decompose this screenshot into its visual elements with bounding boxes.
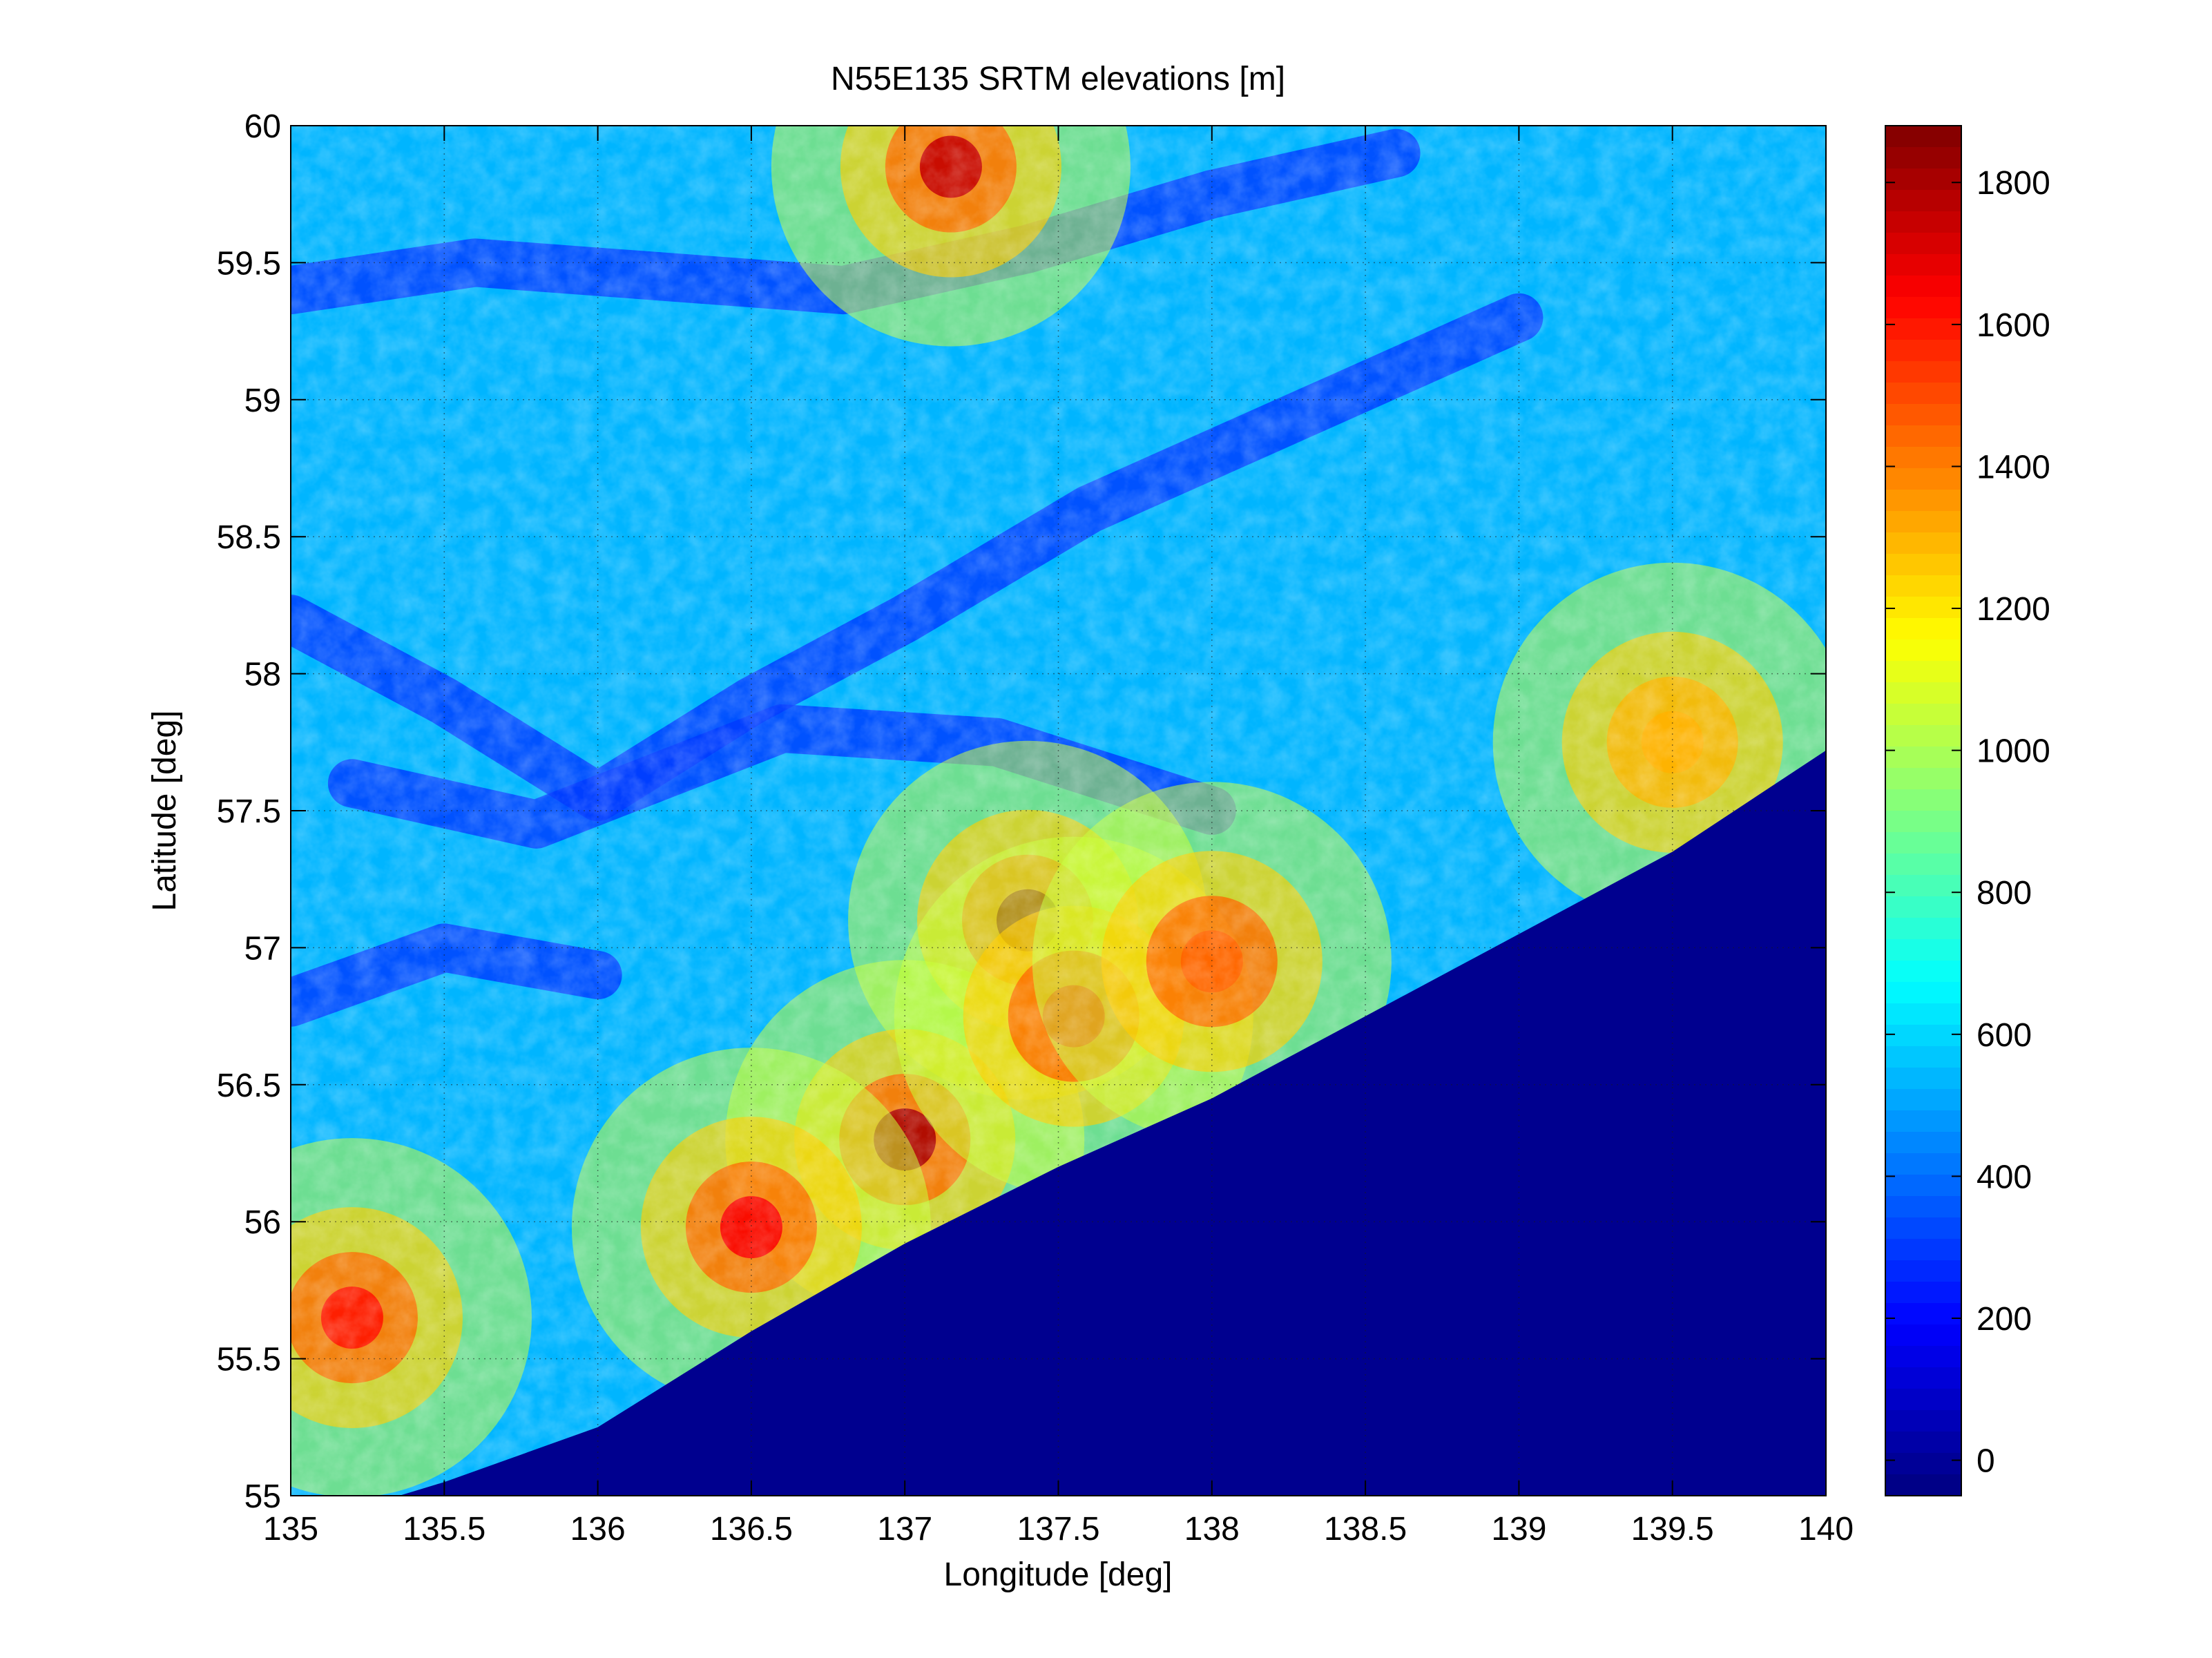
y-tick-label-3: 56.5 [217, 1068, 281, 1104]
x-tick-label-6: 138 [1184, 1511, 1240, 1548]
y-axis-label: Latitude [deg] [146, 711, 183, 912]
x-tick-label-8: 139 [1491, 1511, 1546, 1548]
x-tick-label-0: 135 [263, 1511, 318, 1548]
y-tick-label-9: 59.5 [217, 245, 281, 282]
cbar-tick-label-3: 600 [1977, 1017, 2032, 1054]
x-tick-label-9: 139.5 [1631, 1511, 1714, 1548]
x-tick-label-3: 136.5 [710, 1511, 793, 1548]
cbar-tick-label-5: 1000 [1977, 733, 2050, 770]
cbar-tick-label-7: 1400 [1977, 449, 2050, 485]
x-tick-label-10: 140 [1798, 1511, 1854, 1548]
x-tick-label-2: 136 [570, 1511, 626, 1548]
chart-title: N55E135 SRTM elevations [m] [831, 61, 1285, 97]
y-axis-ticks: 55 55.5 56 56.5 57 57.5 58 58.5 59 59.5 60 [217, 108, 1826, 1515]
x-axis-label: Longitude [deg] [944, 1556, 1173, 1593]
cbar-tick-label-6: 1200 [1977, 591, 2050, 628]
y-tick-label-10: 60 [244, 108, 281, 145]
y-tick-label-7: 58.5 [217, 519, 281, 556]
cbar-tick-label-0: 0 [1977, 1443, 1995, 1480]
cbar-tick-label-2: 400 [1977, 1159, 2032, 1195]
x-tick-label-1: 135.5 [403, 1511, 485, 1548]
y-tick-label-6: 58 [244, 657, 281, 693]
y-tick-label-0: 55 [244, 1478, 281, 1515]
y-tick-label-5: 57.5 [217, 793, 281, 830]
grid-lines [291, 126, 1826, 1496]
x-tick-label-4: 137 [877, 1511, 932, 1548]
colorbar-ramp [1885, 126, 1961, 1496]
colorbar: 0 200 400 600 800 1000 1200 1400 1600 1800 [1885, 125, 2050, 1496]
cbar-tick-label-1: 200 [1977, 1301, 2032, 1338]
y-tick-label-4: 57 [244, 930, 281, 967]
y-tick-label-8: 59 [244, 383, 281, 419]
sea-area [399, 750, 1826, 1496]
colorbar-ticks: 0 200 400 600 800 1000 1200 1400 1600 1800 [1885, 165, 2050, 1480]
x-tick-label-7: 138.5 [1324, 1511, 1407, 1548]
y-tick-label-1: 55.5 [217, 1342, 281, 1378]
x-tick-label-5: 137.5 [1017, 1511, 1099, 1548]
x-axis-ticks: 135 135.5 136 136.5 137 137.5 138 138.5 139 139.5… [263, 126, 1854, 1548]
colorbar-frame [1885, 125, 1962, 1496]
heatmap-plot-area [291, 126, 1826, 1496]
cbar-tick-label-9: 1800 [1977, 165, 2050, 202]
y-tick-label-2: 56 [244, 1204, 281, 1241]
cbar-tick-label-4: 800 [1977, 875, 2032, 912]
cbar-tick-label-8: 1600 [1977, 307, 2050, 344]
